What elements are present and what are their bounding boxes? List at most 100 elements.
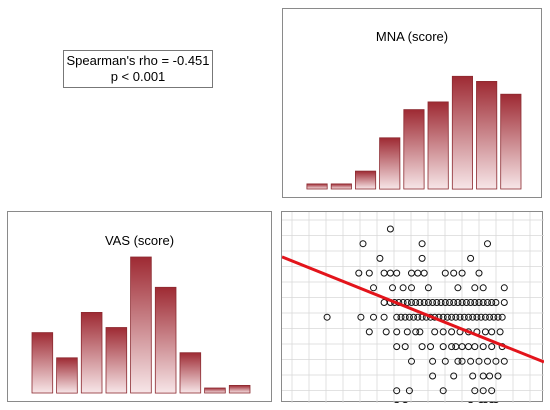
vas-bar-7 xyxy=(179,352,202,394)
scatter-point-105 xyxy=(427,343,434,351)
scatter-point-13 xyxy=(408,269,415,277)
scatter-point-37 xyxy=(416,299,424,306)
scatter-point-88 xyxy=(382,328,390,336)
scatter-point-34 xyxy=(403,299,411,306)
scatter-point-132 xyxy=(405,387,413,395)
scatter-point-111 xyxy=(471,343,479,351)
vas-bar-5 xyxy=(130,256,152,394)
scatter-point-82 xyxy=(481,313,489,321)
scatter-point-130 xyxy=(494,372,502,380)
scatter-point-35 xyxy=(408,299,415,306)
scatter-point-92 xyxy=(416,328,424,336)
scatter-point-89 xyxy=(393,328,401,336)
scatter-point-15 xyxy=(420,269,428,277)
scatter-point-125 xyxy=(429,372,437,380)
scatter-point-3 xyxy=(418,240,426,248)
regression-fit-line xyxy=(282,255,544,364)
scatter-point-133 xyxy=(439,387,447,395)
scatter-point-39 xyxy=(424,299,432,306)
scatter-point-75 xyxy=(452,313,460,321)
scatter-point-61 xyxy=(393,313,401,321)
mna-histogram-panel: MNA (score) xyxy=(282,8,542,198)
vas-bar-9 xyxy=(228,384,251,394)
scatter-point-139 xyxy=(468,401,474,403)
scatter-point-48 xyxy=(462,299,470,306)
vas-bar-2 xyxy=(56,357,78,394)
scatter-point-84 xyxy=(490,313,498,321)
scatter-point-140 xyxy=(478,401,484,403)
scatter-point-91 xyxy=(412,328,420,336)
scatter-point-66 xyxy=(414,313,422,321)
scatter-point-4 xyxy=(484,240,491,248)
scatter-point-21 xyxy=(389,284,396,292)
scatter-point-73 xyxy=(443,313,451,321)
spearman-rho-text: Spearman's rho = -0.451 xyxy=(66,53,210,68)
scatter-point-42 xyxy=(437,299,445,306)
scatter-point-127 xyxy=(469,372,477,380)
scatter-point-64 xyxy=(405,313,413,321)
scatter-point-124 xyxy=(500,357,508,365)
scatter-point-17 xyxy=(450,269,458,277)
vas-histogram-title: VAS (score) xyxy=(104,233,175,248)
vas-histogram-panel: VAS (score) xyxy=(7,211,272,402)
mna-bar-1 xyxy=(306,183,328,190)
scatter-point-108 xyxy=(452,343,460,351)
scatter-point-90 xyxy=(403,328,411,336)
scatter-point-16 xyxy=(441,269,449,277)
scatter-grid xyxy=(282,212,544,403)
scatter-point-49 xyxy=(467,299,475,306)
scatter-point-44 xyxy=(446,299,453,306)
mna-bar-9 xyxy=(500,93,522,190)
mna-bar-4 xyxy=(379,137,401,190)
scatter-point-95 xyxy=(448,328,456,336)
mna-bar-7 xyxy=(451,75,474,190)
scatter-point-24 xyxy=(424,284,432,292)
scatter-point-128 xyxy=(479,372,487,380)
mna-histogram-plot xyxy=(306,75,522,190)
scatter-point-22 xyxy=(399,284,407,292)
scatter-point-2 xyxy=(359,240,367,248)
mna-histogram-title: MNA (score) xyxy=(375,29,449,44)
scatter-point-45 xyxy=(450,299,458,306)
scatter-point-78 xyxy=(465,313,472,321)
scatter-point-65 xyxy=(410,313,418,321)
scatter-point-56 xyxy=(500,299,508,306)
scatter-point-110 xyxy=(465,343,472,351)
scatter-point-59 xyxy=(370,313,377,321)
vas-bar-6 xyxy=(154,286,177,394)
scatter-point-143 xyxy=(493,401,499,403)
scatter-point-77 xyxy=(460,313,468,321)
scatter-point-23 xyxy=(408,284,415,292)
scatter-point-54 xyxy=(488,299,496,306)
vas-bar-3 xyxy=(80,312,103,394)
vas-bar-8 xyxy=(204,387,226,394)
scatter-point-142 xyxy=(489,401,495,403)
scatter-point-93 xyxy=(431,328,439,336)
scatter-point-8 xyxy=(355,269,363,277)
scatter-point-47 xyxy=(458,299,466,306)
scatter-point-85 xyxy=(494,313,502,321)
scatter-point-74 xyxy=(448,313,456,321)
scatter-point-134 xyxy=(471,387,479,395)
scatter-point-106 xyxy=(439,343,447,351)
mna-bar-3 xyxy=(355,170,377,190)
scatter-point-5 xyxy=(376,254,384,262)
scatter-point-18 xyxy=(458,269,466,277)
scatter-point-52 xyxy=(479,299,487,306)
scatter-point-53 xyxy=(484,299,491,306)
mna-bar-6 xyxy=(427,101,449,190)
mna-bar-2 xyxy=(330,183,352,190)
scatter-point-104 xyxy=(418,343,426,351)
scatter-point-10 xyxy=(380,269,388,277)
scatter-plot xyxy=(282,212,544,403)
scatter-point-14 xyxy=(414,269,422,277)
scatter-point-101 xyxy=(496,328,504,336)
p-value-text: p < 0.001 xyxy=(110,69,166,84)
scatter-point-87 xyxy=(365,328,373,336)
scatter-point-51 xyxy=(475,299,483,306)
scatter-point-119 xyxy=(458,357,466,365)
scatter-point-76 xyxy=(456,313,464,321)
scatter-point-94 xyxy=(439,328,447,336)
scatter-point-83 xyxy=(486,313,494,321)
scatter-point-102 xyxy=(393,343,401,351)
